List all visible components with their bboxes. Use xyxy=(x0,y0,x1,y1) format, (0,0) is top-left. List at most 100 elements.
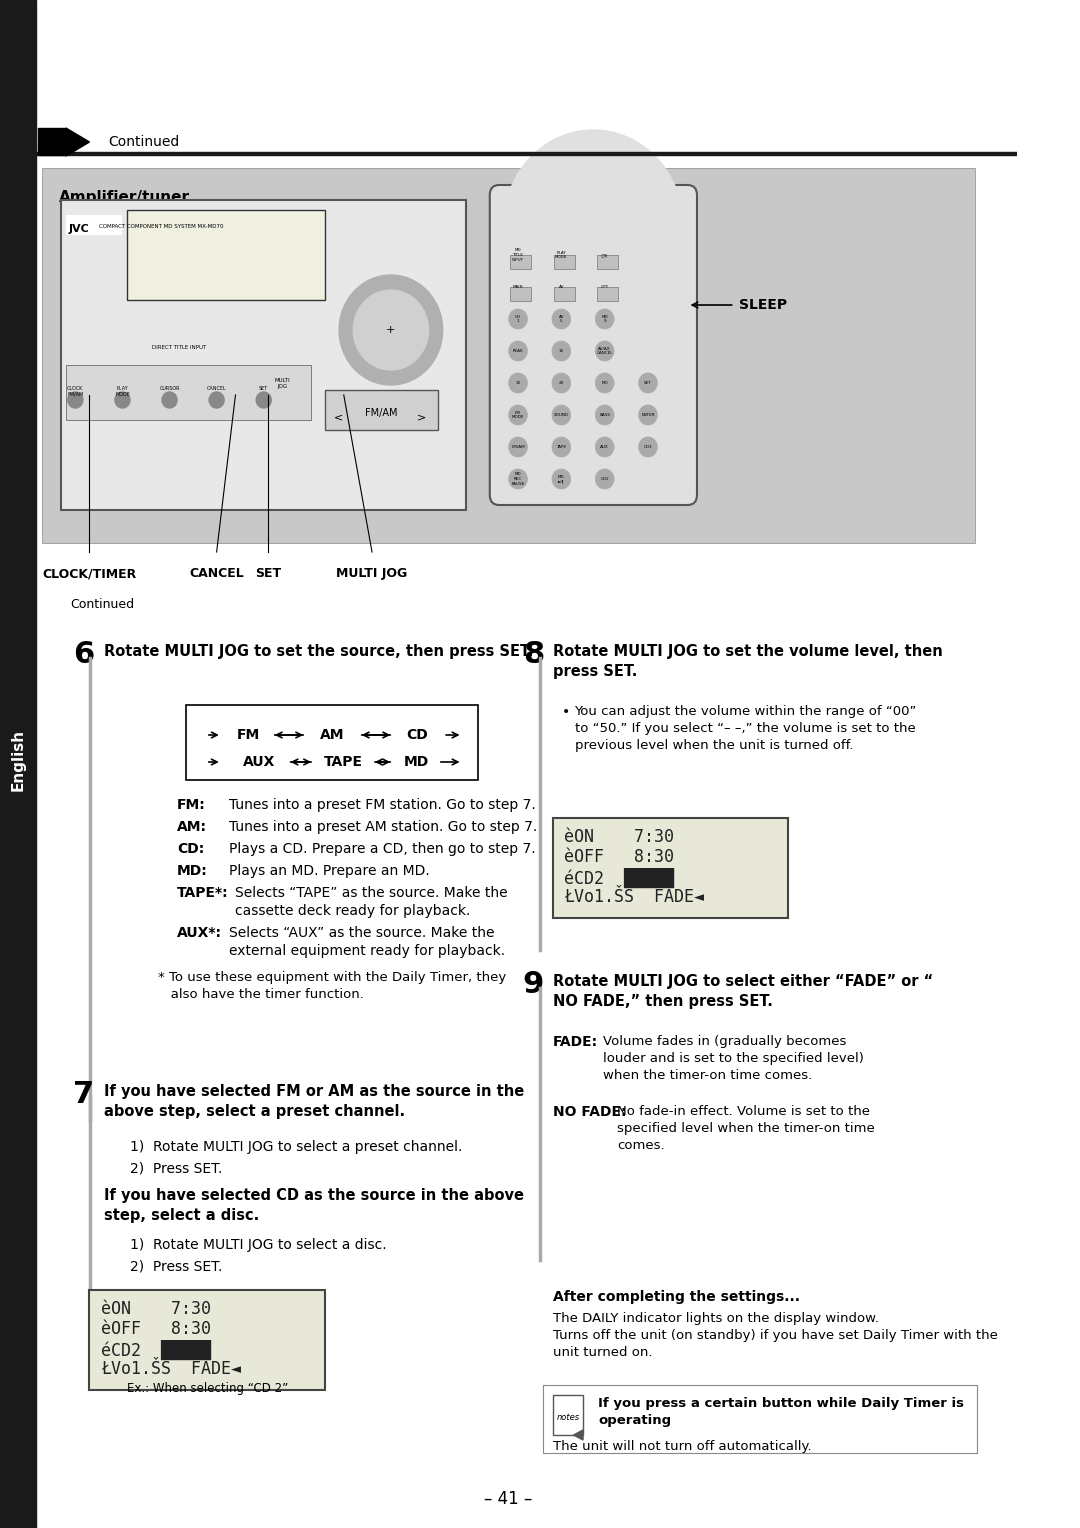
Text: JVC: JVC xyxy=(69,225,90,234)
Text: FM
MODE: FM MODE xyxy=(512,411,524,419)
Circle shape xyxy=(595,341,615,361)
Text: You can adjust the volume within the range of “00”
to “50.” If you select “– –,”: You can adjust the volume within the ran… xyxy=(575,704,917,752)
Circle shape xyxy=(595,469,615,489)
Text: If you have selected FM or AM as the source in the
above step, select a preset c: If you have selected FM or AM as the sou… xyxy=(104,1083,524,1118)
Text: 20: 20 xyxy=(558,380,564,385)
Text: 6: 6 xyxy=(73,640,95,669)
Text: SET: SET xyxy=(259,387,268,391)
Circle shape xyxy=(509,373,527,393)
Text: FM:: FM: xyxy=(177,798,206,811)
Text: ŁVo1.ŠŠ  FADE◄: ŁVo1.ŠŠ FADE◄ xyxy=(100,1360,241,1378)
Text: CANCEL: CANCEL xyxy=(189,567,244,581)
Text: Plays an MD. Prepare an MD.: Plays an MD. Prepare an MD. xyxy=(229,863,430,879)
Text: If you press a certain button while Daily Timer is
operating: If you press a certain button while Dail… xyxy=(598,1397,964,1427)
Text: ○/‖: ○/‖ xyxy=(602,254,608,257)
Text: AM: AM xyxy=(321,727,345,743)
Text: SET: SET xyxy=(255,567,282,581)
Text: éCD2  █████: éCD2 █████ xyxy=(564,868,674,888)
FancyBboxPatch shape xyxy=(489,185,697,504)
Text: * To use these equipment with the Daily Timer, they
   also have the timer funct: * To use these equipment with the Daily … xyxy=(159,970,507,1001)
Text: COMPACT COMPONENT MD SYSTEM MX-MD70: COMPACT COMPONENT MD SYSTEM MX-MD70 xyxy=(99,225,224,229)
Text: Rotate MULTI JOG to select either “FADE” or “
NO FADE,” then press SET.: Rotate MULTI JOG to select either “FADE”… xyxy=(553,973,933,1008)
Text: ŁVo1.ŠŠ  FADE◄: ŁVo1.ŠŠ FADE◄ xyxy=(564,888,704,906)
Bar xyxy=(42,168,975,542)
Bar xyxy=(36,151,1017,154)
Text: FM/AM: FM/AM xyxy=(511,445,525,449)
Text: AV
5: AV 5 xyxy=(558,315,564,324)
Text: Rotate MULTI JOG to set the volume level, then
press SET.: Rotate MULTI JOG to set the volume level… xyxy=(553,643,943,678)
Bar xyxy=(511,255,531,269)
Text: 2)  Press SET.: 2) Press SET. xyxy=(130,1161,222,1177)
Bar xyxy=(511,287,531,301)
Text: MAIN: MAIN xyxy=(513,286,524,289)
Text: AV/AX
CANCEL: AV/AX CANCEL xyxy=(596,347,613,356)
Circle shape xyxy=(638,405,658,425)
Text: Tunes into a preset FM station. Go to step 7.: Tunes into a preset FM station. Go to st… xyxy=(229,798,536,811)
Circle shape xyxy=(162,393,177,408)
Text: BASS: BASS xyxy=(599,413,610,417)
Bar xyxy=(553,1395,583,1435)
Circle shape xyxy=(552,341,570,361)
Circle shape xyxy=(552,405,570,425)
Text: 8: 8 xyxy=(523,640,544,669)
Text: SOUND: SOUND xyxy=(554,413,569,417)
Circle shape xyxy=(638,373,658,393)
Bar xyxy=(187,704,478,779)
Text: Amplifier/tuner: Amplifier/tuner xyxy=(59,189,190,205)
Text: CD:: CD: xyxy=(177,842,204,856)
Text: èOFF   8:30: èOFF 8:30 xyxy=(100,1320,211,1339)
Text: MD:: MD: xyxy=(177,863,207,879)
Text: AUX: AUX xyxy=(600,445,609,449)
Bar xyxy=(543,1384,976,1453)
Text: Selects “AUX” as the source. Make the: Selects “AUX” as the source. Make the xyxy=(229,926,495,940)
Text: DIRECT TITLE INPUT: DIRECT TITLE INPUT xyxy=(152,345,206,350)
Text: SLEEP: SLEEP xyxy=(740,298,787,312)
Circle shape xyxy=(509,437,527,457)
Text: ENTER: ENTER xyxy=(642,413,654,417)
Circle shape xyxy=(509,469,527,489)
Text: FADE:: FADE: xyxy=(553,1034,598,1050)
Text: Continued: Continued xyxy=(108,134,179,150)
Text: Plays a CD. Prepare a CD, then go to step 7.: Plays a CD. Prepare a CD, then go to ste… xyxy=(229,842,536,856)
Bar xyxy=(66,365,311,420)
Text: 10: 10 xyxy=(515,380,521,385)
Bar xyxy=(553,817,788,918)
Text: èON    7:30: èON 7:30 xyxy=(564,828,674,847)
Text: TAPE*:: TAPE*: xyxy=(177,886,229,900)
Circle shape xyxy=(509,309,527,329)
Circle shape xyxy=(595,437,615,457)
Text: English: English xyxy=(11,729,26,792)
Text: OPT: OPT xyxy=(600,286,609,289)
Text: éCD2  █████: éCD2 █████ xyxy=(100,1340,211,1360)
Text: AUX*:: AUX*: xyxy=(177,926,222,940)
Text: CLOCK
FM/AM: CLOCK FM/AM xyxy=(67,387,83,397)
Text: TAPE: TAPE xyxy=(324,755,363,769)
Circle shape xyxy=(504,130,683,319)
Text: NO FADE:: NO FADE: xyxy=(553,1105,626,1118)
Text: Ex.: When selecting “CD 2”: Ex.: When selecting “CD 2” xyxy=(126,1381,288,1395)
Bar xyxy=(38,128,66,154)
Text: 2)  Press SET.: 2) Press SET. xyxy=(130,1261,222,1274)
Text: •: • xyxy=(563,704,570,720)
Circle shape xyxy=(339,275,443,385)
Circle shape xyxy=(595,405,615,425)
Circle shape xyxy=(638,437,658,457)
Bar xyxy=(127,209,325,299)
Text: cassette deck ready for playback.: cassette deck ready for playback. xyxy=(235,905,471,918)
Text: Rotate MULTI JOG to set the source, then press SET.: Rotate MULTI JOG to set the source, then… xyxy=(104,643,534,659)
Text: Selects “TAPE” as the source. Make the: Selects “TAPE” as the source. Make the xyxy=(235,886,508,900)
Text: 10: 10 xyxy=(558,348,564,353)
Text: 9: 9 xyxy=(523,970,544,999)
Text: CURSOR: CURSOR xyxy=(159,387,179,391)
Polygon shape xyxy=(573,1430,583,1439)
Bar xyxy=(62,200,467,510)
Text: CD2: CD2 xyxy=(600,477,609,481)
Circle shape xyxy=(353,290,429,370)
Text: If you have selected CD as the source in the above
step, select a disc.: If you have selected CD as the source in… xyxy=(104,1187,524,1222)
Text: AV: AV xyxy=(558,286,564,289)
Text: MD
REC
PAUSE: MD REC PAUSE xyxy=(511,472,525,486)
Circle shape xyxy=(552,373,570,393)
Text: – 41 –: – 41 – xyxy=(485,1490,532,1508)
Text: >: > xyxy=(417,413,427,422)
Text: AUX: AUX xyxy=(242,755,274,769)
